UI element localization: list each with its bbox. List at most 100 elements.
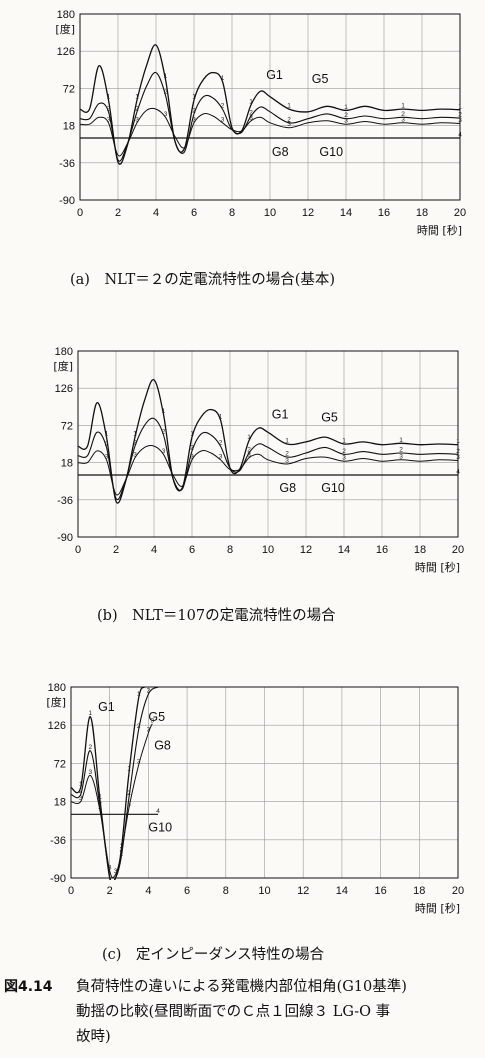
series-marker-g1: 1: [107, 94, 111, 101]
x-tick-label: 0: [77, 207, 83, 219]
series-marker-g8: 3: [133, 451, 137, 458]
series-marker-g8: 3: [456, 454, 460, 461]
series-marker-g5: 2: [190, 444, 194, 451]
series-label-g5: G5: [148, 710, 165, 724]
series-label-g10: G10: [319, 145, 343, 159]
y-tick-label: 72: [61, 420, 73, 432]
series-marker-g1: 1: [458, 103, 462, 110]
series-marker-g1: 1: [399, 437, 403, 444]
series-marker-g5: 2: [285, 451, 289, 458]
x-tick-label: 4: [153, 207, 159, 219]
x-tick-label: 14: [340, 207, 352, 219]
series-marker-g1: 1: [89, 710, 93, 717]
series-marker-g5: 2: [98, 801, 102, 808]
series-marker-g5: 2: [133, 440, 137, 447]
x-tick-label: 6: [191, 207, 197, 219]
series-label-g1: G1: [98, 700, 115, 714]
series-marker-g8: 3: [107, 116, 111, 123]
x-tick-label: 2: [107, 885, 113, 897]
series-marker-g1: 1: [164, 73, 168, 80]
series-line-g8: [80, 107, 460, 157]
x-tick-label: 16: [378, 207, 390, 219]
y-tick-label: 126: [48, 720, 66, 732]
series-marker-g8: 3: [249, 114, 253, 121]
series-marker-g5: 2: [135, 105, 139, 112]
series-marker-g8: 3: [162, 448, 166, 455]
y-tick-label: -36: [59, 158, 75, 170]
series-marker-g1: 1: [127, 765, 131, 772]
series-marker-g1: 1: [456, 438, 460, 445]
y-axis-label: [度]: [53, 359, 73, 373]
series-marker-g5: 2: [287, 116, 291, 123]
series-marker-g8: 3: [221, 116, 225, 123]
series-marker-g8: 3: [98, 804, 102, 811]
series-marker-g5: 2: [219, 440, 223, 447]
series-marker-g5: 2: [249, 109, 253, 116]
y-tick-label: 18: [61, 458, 73, 470]
series-marker-g5: 2: [456, 448, 460, 455]
series-marker-g5: 2: [342, 448, 346, 455]
caption-b: (b) NLT＝107の定電流特性の場合: [97, 607, 336, 624]
series-marker-g8: 3: [190, 453, 194, 460]
x-axis-label: 時間 [秒]: [417, 223, 462, 237]
series-marker-g1: 1: [247, 434, 251, 441]
series-marker-g5: 2: [162, 429, 166, 436]
x-tick-label: 2: [115, 207, 121, 219]
series-marker-g8: 3: [137, 758, 141, 765]
series-marker-g5: 2: [458, 112, 462, 119]
x-tick-label: 10: [258, 885, 270, 897]
series-marker-g1: 1: [219, 413, 223, 420]
y-tick-label: 18: [63, 121, 75, 133]
caption-c: (c) 定インピーダンス特性の場合: [102, 946, 325, 963]
x-tick-label: 8: [229, 207, 235, 219]
x-tick-label: 2: [113, 544, 119, 556]
x-tick-label: 4: [151, 544, 157, 556]
series-marker-g1: 1: [285, 438, 289, 445]
series-line-g5: [71, 686, 159, 880]
x-tick-label: 20: [452, 544, 464, 556]
series-line-g8: [78, 444, 458, 496]
figure-caption-line-2: 動揺の比較(昼間断面でのＣ点１回線３ LG-O 事: [76, 1002, 390, 1020]
x-tick-label: 6: [189, 544, 195, 556]
series-marker-g8: 3: [135, 116, 139, 123]
series-marker-g5: 2: [89, 744, 93, 751]
series-marker-g8: 3: [108, 864, 112, 871]
series-marker-g5: 2: [247, 446, 251, 453]
x-tick-label: 14: [336, 885, 348, 897]
x-tick-label: 10: [264, 207, 276, 219]
plot-frame: [70, 686, 459, 879]
series-marker-g1: 1: [162, 408, 166, 415]
series-marker-g10: 4: [458, 132, 462, 139]
series-marker-g5: 2: [164, 89, 168, 96]
series-label-g8: G8: [279, 481, 296, 495]
x-tick-label: 0: [75, 544, 81, 556]
x-tick-label: 16: [374, 885, 386, 897]
y-tick-label: -90: [57, 532, 73, 544]
y-tick-label: -90: [59, 195, 75, 207]
y-tick-label: 72: [54, 758, 66, 770]
series-marker-g8: 3: [150, 717, 154, 724]
series-marker-g8: 3: [458, 117, 462, 124]
series-marker-g1: 1: [135, 94, 139, 101]
series-marker-g1: 1: [287, 103, 291, 110]
series-label-g1: G1: [266, 68, 283, 82]
series-marker-g8: 3: [105, 453, 109, 460]
caption-a: (a) NLT＝２の定電流特性の場合(基本): [70, 271, 335, 288]
figure-caption-line-1: 負荷特性の違いによる発電機内部位相角(G10基準): [76, 978, 407, 995]
series-marker-g8: 3: [89, 769, 93, 776]
x-tick-label: 6: [184, 885, 190, 897]
y-tick-label: 72: [63, 83, 75, 95]
series-marker-g1: 1: [79, 781, 83, 788]
series-marker-g5: 2: [147, 688, 151, 695]
y-tick-label: 180: [57, 9, 75, 21]
series-marker-g1: 1: [137, 691, 141, 698]
series-marker-g1: 1: [401, 103, 405, 110]
y-tick-label: 126: [57, 46, 75, 58]
series-marker-g1: 1: [190, 431, 194, 438]
series-marker-g8: 3: [247, 451, 251, 458]
x-tick-label: 4: [145, 885, 151, 897]
y-tick-label: -36: [57, 495, 73, 507]
